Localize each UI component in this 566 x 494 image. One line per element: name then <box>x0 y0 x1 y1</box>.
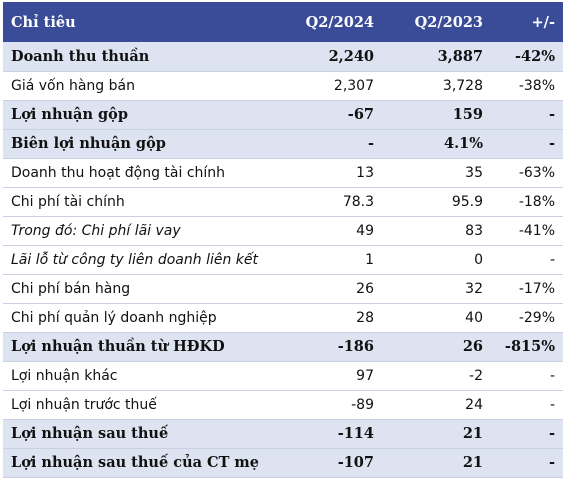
row-label: Trong đó: Chi phí lãi vay <box>11 222 181 239</box>
value-q2-2024: - <box>367 135 374 152</box>
value-change: - <box>548 454 555 471</box>
row-label: Lợi nhuận trước thuế <box>11 396 157 413</box>
row-label: Biên lợi nhuận gộp <box>11 135 166 152</box>
value-q2-2024: 2,307 <box>333 77 374 94</box>
value-q2-2024: -107 <box>337 454 374 471</box>
value-q2-2023: 24 <box>465 396 483 413</box>
table-body: Doanh thu thuần 2,240 3,887 -42% Giá vốn… <box>3 42 563 477</box>
table-row: Lợi nhuận khác 97 -2 - <box>3 361 563 390</box>
table-row: Lợi nhuận trước thuế -89 24 - <box>3 390 563 419</box>
table-row: Lãi lỗ từ công ty liên doanh liên kết 1 … <box>3 245 563 274</box>
value-change: -17% <box>518 280 555 297</box>
table-row: Lợi nhuận sau thuế -114 21 - <box>3 419 563 448</box>
value-q2-2023: 3,887 <box>437 47 483 65</box>
value-q2-2023: 35 <box>465 164 483 181</box>
value-q2-2023: 159 <box>452 106 483 123</box>
value-q2-2024: 13 <box>356 164 374 181</box>
value-change: -63% <box>518 164 555 181</box>
row-label: Chi phí tài chính <box>11 193 125 210</box>
value-change: -18% <box>518 193 555 210</box>
value-q2-2023: 4.1% <box>443 135 483 152</box>
value-q2-2023: -2 <box>469 367 483 384</box>
financial-table-container: Chỉ tiêu Q2/2024 Q2/2023 +/- Doanh thu t… <box>3 2 563 478</box>
value-q2-2024: 1 <box>365 251 374 268</box>
row-label: Lợi nhuận sau thuế <box>11 425 169 442</box>
value-q2-2023: 21 <box>462 425 483 442</box>
value-change: -41% <box>518 222 555 239</box>
row-label: Lãi lỗ từ công ty liên doanh liên kết <box>11 251 259 268</box>
row-label: Doanh thu thuần <box>11 47 150 65</box>
financial-results-table: Chỉ tiêu Q2/2024 Q2/2023 +/- Doanh thu t… <box>3 2 563 478</box>
value-q2-2023: 0 <box>474 251 483 268</box>
value-change: - <box>549 251 555 268</box>
table-row: Giá vốn hàng bán 2,307 3,728 -38% <box>3 71 563 100</box>
value-q2-2023: 83 <box>465 222 483 239</box>
table-row: Chi phí quản lý doanh nghiệp 28 40 -29% <box>3 303 563 332</box>
value-q2-2024: 78.3 <box>342 193 374 210</box>
row-label: Chi phí quản lý doanh nghiệp <box>11 309 217 326</box>
value-q2-2024: 26 <box>356 280 374 297</box>
value-q2-2023: 26 <box>462 338 483 355</box>
header-change: +/- <box>531 13 555 31</box>
row-label: Lợi nhuận thuần từ HĐKD <box>11 338 225 355</box>
table-row: Lợi nhuận thuần từ HĐKD -186 26 -815% <box>3 332 563 361</box>
row-label: Lợi nhuận khác <box>11 367 118 384</box>
value-change: -38% <box>518 77 555 94</box>
value-change: - <box>548 425 555 442</box>
row-label: Lợi nhuận gộp <box>11 106 128 123</box>
value-q2-2024: 2,240 <box>328 47 374 65</box>
value-q2-2023: 40 <box>465 309 483 326</box>
header-q2-2024: Q2/2024 <box>305 13 374 31</box>
header-row: Chỉ tiêu Q2/2024 Q2/2023 +/- <box>3 2 563 42</box>
row-label: Lợi nhuận sau thuế của CT mẹ <box>11 454 260 471</box>
row-label: Doanh thu hoạt động tài chính <box>11 164 226 181</box>
value-q2-2023: 21 <box>462 454 483 471</box>
value-q2-2024: 49 <box>356 222 374 239</box>
table-row: Doanh thu thuần 2,240 3,887 -42% <box>3 42 563 71</box>
value-change: -29% <box>518 309 555 326</box>
value-change: -815% <box>504 338 555 355</box>
row-label: Chi phí bán hàng <box>11 280 131 297</box>
table-row: Biên lợi nhuận gộp - 4.1% - <box>3 129 563 158</box>
table-row: Lợi nhuận gộp -67 159 - <box>3 100 563 129</box>
value-change: - <box>548 106 555 123</box>
value-q2-2024: -67 <box>347 106 374 123</box>
table-row: Chi phí bán hàng 26 32 -17% <box>3 274 563 303</box>
value-change: - <box>549 367 555 384</box>
header-q2-2023: Q2/2023 <box>414 13 483 31</box>
value-change: - <box>549 396 555 413</box>
value-change: -42% <box>515 47 555 65</box>
table-row: Doanh thu hoạt động tài chính 13 35 -63% <box>3 158 563 187</box>
value-q2-2023: 32 <box>465 280 483 297</box>
table-row: Lợi nhuận sau thuế của CT mẹ -107 21 - <box>3 448 563 477</box>
table-header: Chỉ tiêu Q2/2024 Q2/2023 +/- <box>3 2 563 42</box>
value-q2-2024: 97 <box>356 367 374 384</box>
value-q2-2024: 28 <box>356 309 374 326</box>
value-change: - <box>548 135 555 152</box>
value-q2-2024: -186 <box>337 338 374 355</box>
value-q2-2023: 3,728 <box>442 77 483 94</box>
value-q2-2024: -89 <box>351 396 374 413</box>
value-q2-2024: -114 <box>337 425 374 442</box>
table-row: Chi phí tài chính 78.3 95.9 -18% <box>3 187 563 216</box>
value-q2-2023: 95.9 <box>451 193 483 210</box>
row-label: Giá vốn hàng bán <box>11 77 135 94</box>
table-row: Trong đó: Chi phí lãi vay 49 83 -41% <box>3 216 563 245</box>
header-label: Chỉ tiêu <box>11 13 76 31</box>
